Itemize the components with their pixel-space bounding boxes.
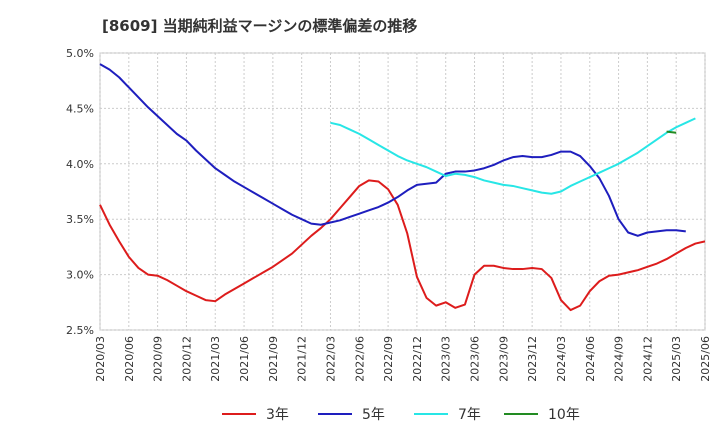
plot-area [99,52,706,331]
x-tick-label: 2021/12 [296,336,309,382]
x-tick-label: 2020/12 [180,336,193,382]
legend-label-2: 5年 [362,407,385,423]
x-tick-label: 2020/06 [123,336,136,382]
y-axis: 5.0% 4.5% 4.0% 3.5% 3.0% 2.5% [66,47,94,337]
x-tick-label: 2021/06 [238,336,251,382]
legend-label-1: 3年 [266,407,289,423]
x-tick-label: 2023/09 [497,336,510,382]
y-tick-label: 4.0% [66,158,94,171]
y-tick-label: 3.0% [66,269,94,282]
legend-label-4: 10年 [548,407,580,423]
y-tick-label: 3.5% [66,213,94,226]
x-tick-label: 2021/09 [267,336,280,382]
x-axis: 2020/03 2020/06 2020/09 2020/12 2021/03 2021/… [94,336,712,382]
x-tick-label: 2022/09 [382,336,395,382]
x-tick-label: 2024/06 [584,336,597,382]
x-tick-label: 2022/12 [411,336,424,382]
grid [99,52,706,331]
legend-label-3: 7年 [458,407,481,423]
y-tick-label: 2.5% [66,324,94,337]
y-tick-label: 5.0% [66,47,94,60]
x-tick-label: 2024/12 [641,336,654,382]
x-tick-label: 2023/03 [440,336,453,382]
series-line-1 [99,179,706,312]
x-tick-label: 2022/03 [324,336,337,382]
x-tick-label: 2022/06 [353,336,366,382]
x-tick-label: 2024/09 [613,336,626,382]
series-lines [99,63,706,312]
x-tick-label: 2020/09 [152,336,165,382]
x-tick-label: 2025/06 [699,336,712,382]
series-line-3 [330,117,696,195]
x-tick-label: 2021/03 [209,336,222,382]
x-tick-label: 2024/03 [555,336,568,382]
series-line-2 [99,63,686,237]
chart-title: [8609] 当期純利益マージンの標準偏差の推移 [102,17,417,35]
x-tick-label: 2023/12 [526,336,539,382]
x-tick-label: 2020/03 [94,336,107,382]
x-tick-label: 2023/06 [469,336,482,382]
series-line-4 [666,130,677,134]
y-tick-label: 4.5% [66,102,94,115]
legend: 3年 5年 7年 10年 [222,407,580,423]
x-tick-label: 2025/03 [670,336,683,382]
